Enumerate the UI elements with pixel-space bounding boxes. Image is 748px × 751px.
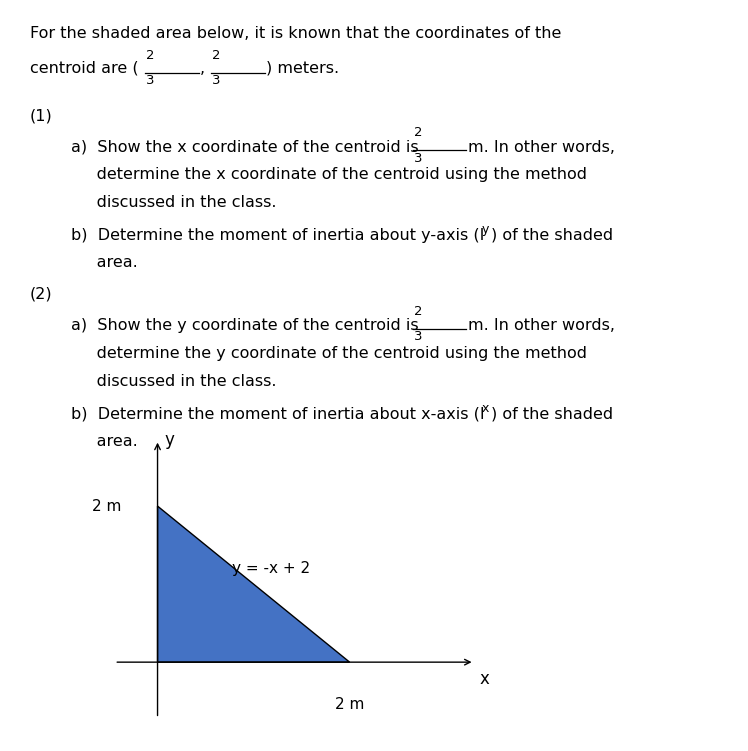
- Text: 3: 3: [414, 152, 422, 164]
- Text: 2: 2: [212, 49, 221, 62]
- Text: determine the x coordinate of the centroid using the method: determine the x coordinate of the centro…: [71, 167, 587, 182]
- Text: (2): (2): [30, 287, 52, 302]
- Text: m. In other words,: m. In other words,: [468, 318, 615, 333]
- Text: determine the y coordinate of the centroid using the method: determine the y coordinate of the centro…: [71, 346, 587, 361]
- Text: discussed in the class.: discussed in the class.: [71, 195, 277, 210]
- Text: y: y: [165, 431, 174, 449]
- Text: 2: 2: [414, 305, 422, 318]
- Text: ,: ,: [200, 61, 205, 76]
- Text: x: x: [482, 402, 489, 415]
- Text: ) of the shaded: ) of the shaded: [491, 228, 613, 243]
- Text: 2: 2: [414, 126, 422, 139]
- Text: x: x: [479, 670, 489, 688]
- Text: y = -x + 2: y = -x + 2: [233, 561, 310, 576]
- Text: 2 m: 2 m: [335, 697, 364, 712]
- Text: ) meters.: ) meters.: [266, 61, 340, 76]
- Text: ) of the shaded: ) of the shaded: [491, 406, 613, 421]
- Text: a)  Show the y coordinate of the centroid is: a) Show the y coordinate of the centroid…: [71, 318, 424, 333]
- Text: 3: 3: [146, 74, 154, 87]
- Text: y: y: [482, 223, 489, 236]
- Text: 3: 3: [414, 330, 422, 343]
- Polygon shape: [158, 506, 349, 662]
- Text: 3: 3: [212, 74, 221, 87]
- Text: a)  Show the x coordinate of the centroid is: a) Show the x coordinate of the centroid…: [71, 140, 424, 155]
- Text: discussed in the class.: discussed in the class.: [71, 374, 277, 389]
- Text: b)  Determine the moment of inertia about x-axis (I: b) Determine the moment of inertia about…: [71, 406, 485, 421]
- Text: b)  Determine the moment of inertia about y-axis (I: b) Determine the moment of inertia about…: [71, 228, 485, 243]
- Text: centroid are (: centroid are (: [30, 61, 138, 76]
- Text: (1): (1): [30, 108, 52, 123]
- Text: 2: 2: [146, 49, 154, 62]
- Text: area.: area.: [71, 434, 138, 449]
- Text: For the shaded area below, it is known that the coordinates of the: For the shaded area below, it is known t…: [30, 26, 561, 41]
- Text: area.: area.: [71, 255, 138, 270]
- Text: m. In other words,: m. In other words,: [468, 140, 615, 155]
- Text: 2 m: 2 m: [92, 499, 121, 514]
